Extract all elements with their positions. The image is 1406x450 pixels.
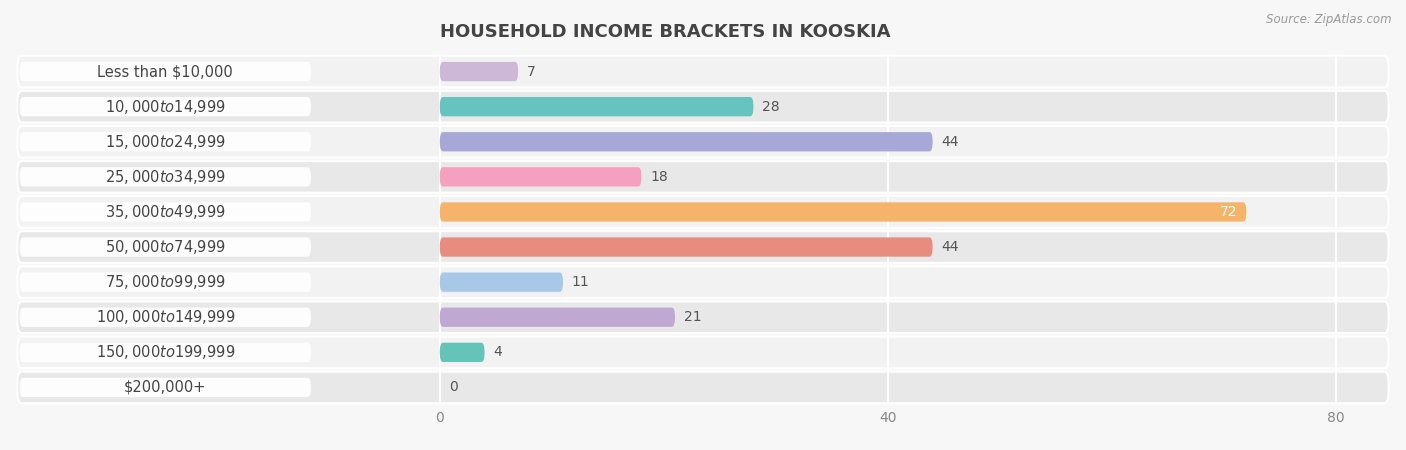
Text: 28: 28 [762,99,780,114]
FancyBboxPatch shape [440,132,932,151]
FancyBboxPatch shape [17,56,1389,87]
Text: 0: 0 [449,380,457,395]
Text: $35,000 to $49,999: $35,000 to $49,999 [105,203,226,221]
Text: 11: 11 [572,275,589,289]
FancyBboxPatch shape [20,343,311,362]
Text: $150,000 to $199,999: $150,000 to $199,999 [96,343,235,361]
FancyBboxPatch shape [440,97,754,116]
Text: Source: ZipAtlas.com: Source: ZipAtlas.com [1267,14,1392,27]
Text: $200,000+: $200,000+ [124,380,207,395]
Text: $50,000 to $74,999: $50,000 to $74,999 [105,238,226,256]
FancyBboxPatch shape [17,302,1389,333]
Text: $15,000 to $24,999: $15,000 to $24,999 [105,133,226,151]
FancyBboxPatch shape [17,196,1389,228]
FancyBboxPatch shape [20,202,311,221]
FancyBboxPatch shape [17,372,1389,403]
Text: $10,000 to $14,999: $10,000 to $14,999 [105,98,226,116]
FancyBboxPatch shape [20,167,311,186]
FancyBboxPatch shape [20,308,311,327]
FancyBboxPatch shape [17,337,1389,368]
FancyBboxPatch shape [440,308,675,327]
FancyBboxPatch shape [20,132,311,151]
FancyBboxPatch shape [440,167,641,186]
FancyBboxPatch shape [20,238,311,256]
Text: $25,000 to $34,999: $25,000 to $34,999 [105,168,226,186]
FancyBboxPatch shape [440,238,932,256]
Text: HOUSEHOLD INCOME BRACKETS IN KOOSKIA: HOUSEHOLD INCOME BRACKETS IN KOOSKIA [440,23,890,41]
FancyBboxPatch shape [440,62,519,81]
FancyBboxPatch shape [440,273,562,292]
FancyBboxPatch shape [440,202,1246,221]
Text: 21: 21 [683,310,702,324]
Text: 44: 44 [942,240,959,254]
Text: Less than $10,000: Less than $10,000 [97,64,233,79]
FancyBboxPatch shape [20,273,311,292]
FancyBboxPatch shape [17,91,1389,122]
FancyBboxPatch shape [20,97,311,116]
Text: 72: 72 [1220,205,1237,219]
Text: 18: 18 [651,170,668,184]
FancyBboxPatch shape [17,161,1389,193]
FancyBboxPatch shape [20,62,311,81]
Text: $100,000 to $149,999: $100,000 to $149,999 [96,308,235,326]
FancyBboxPatch shape [20,378,311,397]
FancyBboxPatch shape [17,266,1389,298]
Text: $75,000 to $99,999: $75,000 to $99,999 [105,273,226,291]
FancyBboxPatch shape [440,343,485,362]
FancyBboxPatch shape [17,231,1389,263]
Text: 7: 7 [527,64,536,79]
FancyBboxPatch shape [17,126,1389,158]
Text: 44: 44 [942,135,959,149]
Text: 4: 4 [494,345,502,360]
